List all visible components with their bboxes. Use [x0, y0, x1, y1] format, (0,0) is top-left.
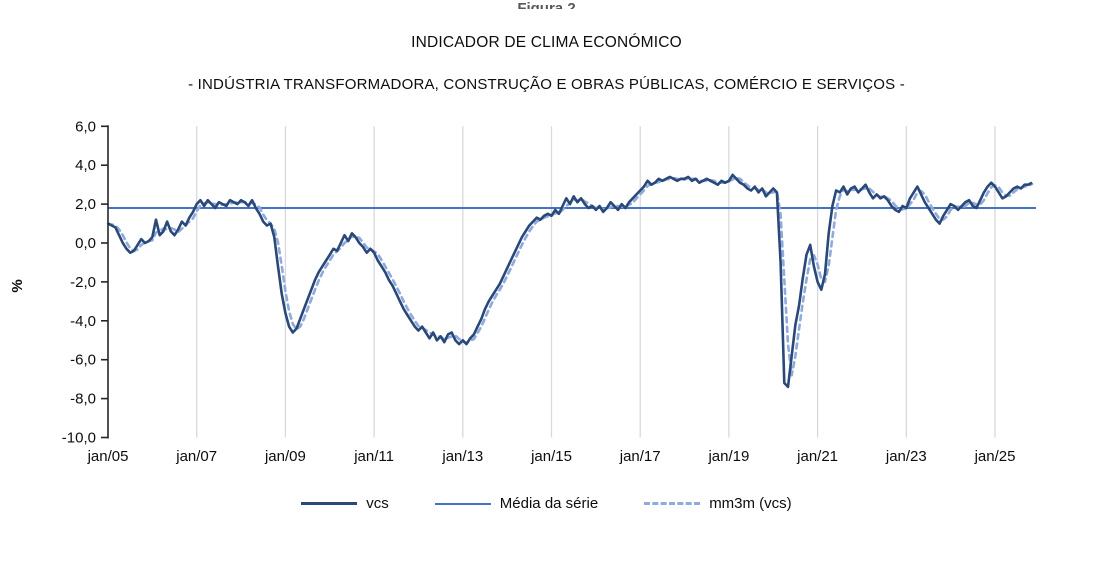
- x-tick-label: jan/17: [619, 448, 661, 465]
- vcs-line-swatch-icon: [301, 502, 358, 505]
- vcs-series-line: [107, 173, 1033, 389]
- y-tick-label: -8,0: [70, 391, 96, 408]
- y-tick-label: -2,0: [70, 274, 96, 291]
- x-tick-label: jan/15: [530, 448, 572, 465]
- legend-label-media: Média da série: [499, 495, 599, 512]
- x-tick-label: jan/11: [353, 448, 394, 465]
- y-tick-label: -6,0: [70, 352, 96, 369]
- legend-item-vcs: vcs: [301, 495, 389, 512]
- y-tick-label: 4,0: [75, 157, 96, 174]
- y-tick-label: -4,0: [70, 313, 96, 330]
- chart-legend: vcs Média da série mm3m (vcs): [0, 495, 1093, 512]
- x-tick-label: jan/09: [264, 448, 306, 465]
- figure-caption-text: Figura 2: [517, 0, 576, 9]
- y-tick-label: 0,0: [75, 235, 96, 252]
- x-tick-label: jan/13: [441, 448, 483, 465]
- chart-subtitle: - INDÚSTRIA TRANSFORMADORA, CONSTRUÇÃO E…: [188, 76, 905, 93]
- chart-title: INDICADOR DE CLIMA ECONÓMICO: [411, 34, 682, 51]
- y-tick-label: 2,0: [75, 196, 96, 213]
- y-tick-label: -10,0: [62, 430, 96, 447]
- y-axis-title: %: [9, 279, 26, 292]
- legend-item-mm3m: mm3m (vcs): [644, 495, 792, 512]
- legend-item-media: Média da série: [434, 495, 599, 512]
- x-tick-label: jan/21: [796, 448, 838, 465]
- x-tick-label: jan/25: [974, 448, 1016, 465]
- legend-label-mm3m: mm3m (vcs): [709, 495, 792, 512]
- media-line-swatch-icon: [434, 502, 491, 505]
- x-tick-label: jan/07: [175, 448, 217, 465]
- x-tick-label: jan/05: [87, 448, 129, 465]
- y-tick-label: 6,0: [75, 118, 96, 135]
- x-tick-label: jan/23: [885, 448, 927, 465]
- x-tick-label: jan/19: [707, 448, 749, 465]
- legend-label-vcs: vcs: [366, 495, 389, 512]
- figure-caption-clipped: Figura 2: [0, 0, 1093, 9]
- mm3m-line-swatch-icon: [644, 502, 701, 505]
